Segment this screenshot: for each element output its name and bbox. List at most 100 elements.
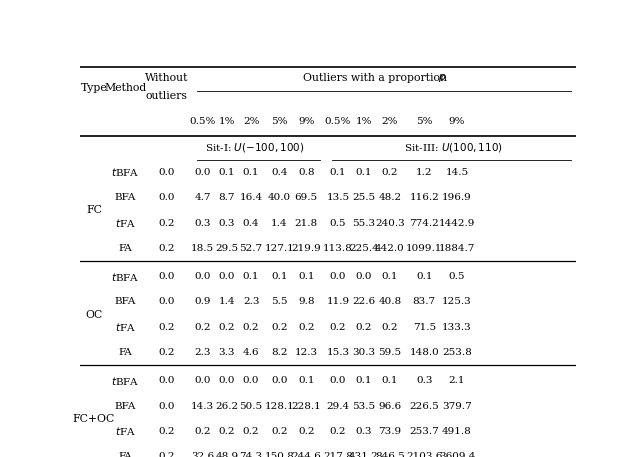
Text: 0.2: 0.2	[159, 218, 175, 228]
Text: 0.0: 0.0	[330, 376, 346, 385]
Text: 128.1: 128.1	[264, 402, 294, 410]
Text: 5.5: 5.5	[271, 298, 287, 306]
Text: 69.5: 69.5	[294, 193, 317, 202]
Text: 53.5: 53.5	[352, 402, 375, 410]
Text: 1442.9: 1442.9	[439, 218, 475, 228]
Text: 83.7: 83.7	[413, 298, 436, 306]
Text: 113.8: 113.8	[323, 244, 353, 253]
Text: 253.7: 253.7	[410, 427, 439, 436]
Text: 1.4: 1.4	[271, 218, 287, 228]
Text: 26.2: 26.2	[215, 402, 238, 410]
Text: 21.8: 21.8	[294, 218, 317, 228]
Text: 1.4: 1.4	[219, 298, 235, 306]
Text: 4.6: 4.6	[243, 348, 259, 357]
Text: 73.9: 73.9	[378, 427, 401, 436]
Text: 0.2: 0.2	[298, 323, 314, 332]
Text: 0.1: 0.1	[298, 376, 314, 385]
Text: 379.7: 379.7	[442, 402, 472, 410]
Text: 0.2: 0.2	[159, 244, 175, 253]
Text: 442.0: 442.0	[375, 244, 405, 253]
Text: 22.6: 22.6	[352, 298, 375, 306]
Text: 846.5: 846.5	[375, 452, 405, 457]
Text: 9.8: 9.8	[298, 298, 314, 306]
Text: 240.3: 240.3	[375, 218, 405, 228]
Text: OC: OC	[85, 309, 102, 319]
Text: 0.0: 0.0	[243, 376, 259, 385]
Text: Sit-III: $U(100, 110)$: Sit-III: $U(100, 110)$	[404, 141, 502, 154]
Text: 0.0: 0.0	[195, 272, 211, 281]
Text: 96.6: 96.6	[378, 402, 401, 410]
Text: 74.3: 74.3	[239, 452, 262, 457]
Text: 226.5: 226.5	[410, 402, 439, 410]
Text: 0.2: 0.2	[271, 323, 287, 332]
Text: BFA: BFA	[115, 298, 136, 306]
Text: 0.2: 0.2	[159, 427, 175, 436]
Text: 0.3: 0.3	[355, 427, 372, 436]
Text: 11.9: 11.9	[326, 298, 349, 306]
Text: Outliers with a proportion: Outliers with a proportion	[303, 74, 451, 84]
Text: 0.1: 0.1	[219, 168, 235, 177]
Text: 25.5: 25.5	[352, 193, 375, 202]
Text: $t$BFA: $t$BFA	[111, 271, 140, 282]
Text: 774.2: 774.2	[410, 218, 439, 228]
Text: 0.3: 0.3	[219, 218, 235, 228]
Text: 0.1: 0.1	[381, 272, 398, 281]
Text: 40.0: 40.0	[268, 193, 291, 202]
Text: BFA: BFA	[115, 402, 136, 410]
Text: 0.2: 0.2	[219, 427, 235, 436]
Text: 0.0: 0.0	[159, 376, 175, 385]
Text: 0.2: 0.2	[271, 427, 287, 436]
Text: 0.4: 0.4	[271, 168, 287, 177]
Text: 0.5%: 0.5%	[324, 117, 351, 126]
Text: 52.7: 52.7	[239, 244, 262, 253]
Text: 71.5: 71.5	[413, 323, 436, 332]
Text: 0.0: 0.0	[219, 376, 235, 385]
Text: BFA: BFA	[115, 193, 136, 202]
Text: 0.0: 0.0	[159, 298, 175, 306]
Text: 0.1: 0.1	[381, 376, 398, 385]
Text: 133.3: 133.3	[442, 323, 472, 332]
Text: 0.0: 0.0	[195, 376, 211, 385]
Text: $t$BFA: $t$BFA	[111, 166, 140, 178]
Text: 0.0: 0.0	[159, 272, 175, 281]
Text: 8.7: 8.7	[219, 193, 235, 202]
Text: 0.2: 0.2	[243, 427, 259, 436]
Text: 15.3: 15.3	[326, 348, 349, 357]
Text: 0.2: 0.2	[159, 452, 175, 457]
Text: 59.5: 59.5	[378, 348, 401, 357]
Text: 8.2: 8.2	[271, 348, 287, 357]
Text: $p$: $p$	[438, 73, 447, 85]
Text: FA: FA	[119, 348, 132, 357]
Text: Sit-I: $U(-100, 100)$: Sit-I: $U(-100, 100)$	[205, 141, 304, 154]
Text: 5%: 5%	[271, 117, 287, 126]
Text: 2%: 2%	[381, 117, 398, 126]
Text: 0.2: 0.2	[159, 348, 175, 357]
Text: 0.5: 0.5	[449, 272, 465, 281]
Text: 13.5: 13.5	[326, 193, 349, 202]
Text: 228.1: 228.1	[291, 402, 321, 410]
Text: 0.1: 0.1	[271, 272, 287, 281]
Text: 431.2: 431.2	[349, 452, 379, 457]
Text: 0.5%: 0.5%	[189, 117, 216, 126]
Text: 1884.7: 1884.7	[439, 244, 475, 253]
Text: 0.1: 0.1	[416, 272, 433, 281]
Text: 0.1: 0.1	[355, 376, 372, 385]
Text: 1099.1: 1099.1	[406, 244, 442, 253]
Text: 0.0: 0.0	[195, 168, 211, 177]
Text: 0.0: 0.0	[159, 193, 175, 202]
Text: 225.4: 225.4	[349, 244, 379, 253]
Text: 0.5: 0.5	[330, 218, 346, 228]
Text: FC+OC: FC+OC	[73, 414, 115, 424]
Text: 4.7: 4.7	[195, 193, 211, 202]
Text: 125.3: 125.3	[442, 298, 472, 306]
Text: 0.1: 0.1	[243, 168, 259, 177]
Text: 253.8: 253.8	[442, 348, 472, 357]
Text: 127.1: 127.1	[264, 244, 294, 253]
Text: 0.0: 0.0	[159, 402, 175, 410]
Text: 0.2: 0.2	[330, 427, 346, 436]
Text: $t$FA: $t$FA	[115, 425, 136, 437]
Text: 217.8: 217.8	[323, 452, 353, 457]
Text: 0.2: 0.2	[298, 427, 314, 436]
Text: 0.1: 0.1	[330, 168, 346, 177]
Text: 9%: 9%	[298, 117, 314, 126]
